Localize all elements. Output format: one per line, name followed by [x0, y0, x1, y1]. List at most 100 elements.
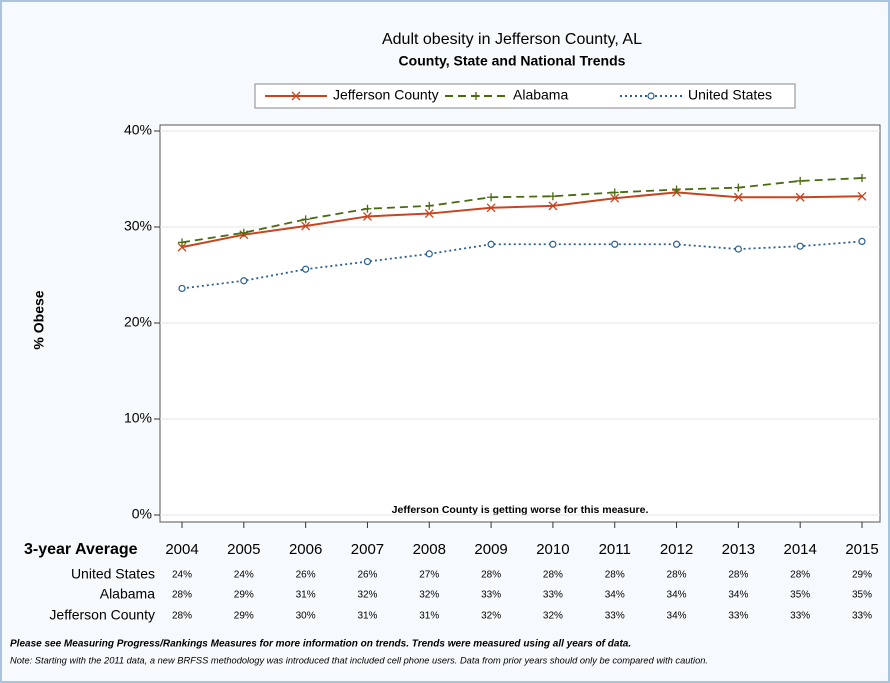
marker	[363, 257, 372, 266]
marker	[362, 211, 372, 221]
table-cell: 29%	[234, 611, 254, 622]
annotation: Jefferson County is getting worse for th…	[392, 504, 649, 516]
marker	[424, 209, 434, 219]
y-tick-label: 20%	[124, 314, 152, 330]
marker	[734, 245, 742, 253]
table-cell: 31%	[357, 611, 377, 622]
marker	[795, 192, 805, 202]
table-cell: 28%	[172, 611, 192, 622]
table-cell: 33%	[852, 611, 872, 622]
row-label: Alabama	[100, 586, 155, 602]
chart-title: Adult obesity in Jefferson County, AL	[382, 31, 642, 48]
marker	[647, 92, 655, 100]
table-cell: 34%	[667, 611, 687, 622]
marker	[548, 201, 558, 211]
series-line	[181, 191, 863, 249]
table-cell: 30%	[296, 611, 316, 622]
table-cell: 32%	[419, 590, 439, 601]
y-tick-label: 0%	[132, 506, 152, 522]
marker	[291, 91, 301, 101]
marker	[301, 221, 311, 231]
y-axis-label: % Obese	[31, 290, 47, 349]
y-tick-label: 40%	[124, 122, 152, 138]
table-cell: 33%	[481, 590, 501, 601]
series-line	[181, 240, 863, 290]
table-cell: 33%	[543, 590, 563, 601]
table-cell: 32%	[481, 611, 501, 622]
table-cell: 34%	[605, 590, 625, 601]
x-tick-label: 2008	[413, 541, 446, 558]
marker	[301, 215, 310, 224]
marker	[734, 183, 743, 192]
table-cell: 28%	[481, 570, 501, 581]
marker	[733, 192, 743, 202]
y-tick-label: 30%	[124, 218, 152, 234]
marker	[858, 237, 866, 245]
marker	[177, 242, 187, 252]
legend-label: United States	[688, 87, 772, 103]
marker	[858, 174, 866, 183]
table-cell: 32%	[357, 590, 377, 601]
x-tick-label: 2014	[783, 541, 816, 558]
table-header: 3-year Average	[24, 541, 138, 558]
marker	[240, 277, 248, 285]
table-cell: 24%	[172, 570, 192, 581]
marker	[363, 204, 372, 213]
table-cell: 35%	[790, 590, 810, 601]
table-cell: 33%	[728, 611, 748, 622]
table-cell: 28%	[790, 570, 810, 581]
marker	[610, 193, 620, 203]
table-cell: 31%	[296, 590, 316, 601]
marker	[487, 193, 496, 202]
x-tick-label: 2013	[722, 541, 755, 558]
table-cell: 33%	[605, 611, 625, 622]
x-tick-label: 2011	[599, 541, 631, 558]
table-cell: 26%	[357, 570, 377, 581]
x-tick-label: 2010	[536, 541, 569, 558]
table-cell: 28%	[605, 570, 625, 581]
marker	[549, 240, 557, 248]
marker	[796, 242, 804, 250]
table-cell: 34%	[667, 590, 687, 601]
x-tick-label: 2005	[227, 541, 260, 558]
marker	[425, 201, 434, 210]
table-cell: 33%	[790, 611, 810, 622]
table-cell: 28%	[728, 570, 748, 581]
table-cell: 26%	[296, 570, 316, 581]
table-cell: 29%	[234, 590, 254, 601]
marker	[672, 185, 681, 194]
marker	[610, 188, 619, 197]
note: Please see Measuring Progress/Rankings M…	[10, 639, 631, 650]
row-label: Jefferson County	[49, 607, 155, 623]
x-tick-label: 2007	[351, 541, 384, 558]
marker	[302, 265, 310, 273]
table-cell: 32%	[543, 611, 563, 622]
marker	[672, 240, 681, 248]
marker	[796, 176, 805, 185]
marker	[548, 192, 557, 201]
table-cell: 28%	[543, 570, 563, 581]
marker	[857, 191, 867, 201]
table-cell: 28%	[667, 570, 687, 581]
marker	[425, 250, 433, 258]
marker	[239, 228, 248, 237]
table-cell: 31%	[419, 611, 439, 622]
x-tick-label: 2009	[474, 541, 507, 558]
marker	[472, 92, 480, 100]
y-tick-label: 10%	[124, 410, 152, 426]
row-label: United States	[71, 566, 155, 582]
x-tick-label: 2006	[289, 541, 322, 558]
x-tick-label: 2012	[660, 541, 693, 558]
marker	[486, 203, 496, 213]
x-tick-label: 2015	[845, 541, 878, 558]
table-cell: 27%	[419, 570, 439, 581]
legend	[254, 83, 796, 109]
table-cell: 29%	[852, 570, 872, 581]
chart-subtitle: County, State and National Trends	[399, 53, 626, 69]
legend-label: Jefferson County	[333, 87, 439, 103]
table-cell: 35%	[852, 590, 872, 601]
table-cell: 34%	[728, 590, 748, 601]
marker	[611, 240, 619, 248]
table-cell: 24%	[234, 570, 254, 581]
